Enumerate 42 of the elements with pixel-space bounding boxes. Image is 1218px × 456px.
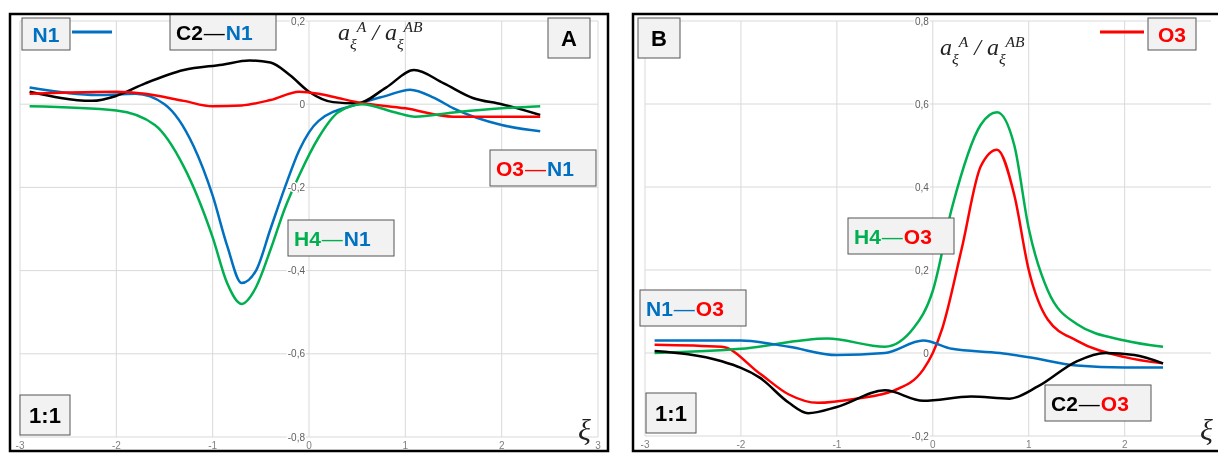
annotation: 1:1 (655, 401, 687, 426)
x-tick-label: 0 (306, 440, 313, 451)
y-tick-label: -0,8 (287, 431, 306, 443)
y-tick-label: 0,2 (291, 15, 306, 27)
y-tick-label: 0 (923, 347, 930, 359)
y-tick-label: -0,6 (287, 348, 306, 360)
y-tick-label: 0,8 (914, 15, 930, 27)
x-tick-label: -3 (640, 439, 650, 450)
y-tick-label: 0,6 (914, 98, 930, 110)
x-tick-label: -2 (111, 440, 122, 451)
series-label: H4—O3 (854, 225, 932, 248)
series-label: H4—N1 (294, 227, 372, 250)
legend-label: O3 (1157, 23, 1187, 46)
x-tick-label: 1 (1025, 439, 1032, 450)
line-series (28, 102, 542, 306)
y-tick-label: 0 (299, 98, 306, 110)
y-tick-label: -0,4 (287, 265, 306, 277)
series-label: C2—N1 (176, 21, 254, 44)
x-tick-label: -1 (832, 439, 842, 450)
annotation: B (651, 26, 667, 51)
line-series (28, 90, 542, 118)
x-tick-label: 0 (930, 439, 937, 450)
y-tick-label: 0,4 (914, 181, 930, 193)
x-tick-label: -3 (15, 440, 25, 451)
y-tick-label: -0,2 (911, 430, 930, 442)
series-label: C2—O3 (1051, 392, 1129, 415)
x-tick-label: 2 (1121, 439, 1128, 450)
x-axis-title: ξ (1200, 413, 1213, 446)
x-tick-label: 3 (595, 440, 602, 451)
legend-label: N1 (32, 23, 60, 46)
x-tick-label: -1 (208, 440, 218, 451)
series-label: O3—N1 (496, 157, 575, 180)
line-series (653, 339, 1165, 369)
annotation: 1:1 (29, 403, 61, 428)
x-tick-label: -2 (736, 439, 746, 450)
x-tick-label: 2 (498, 440, 505, 451)
series-label: N1—O3 (646, 297, 724, 320)
line-series (28, 59, 542, 117)
x-axis-title: ξ (578, 413, 591, 446)
y-tick-label: 0,2 (914, 264, 930, 276)
annotation: A (561, 26, 578, 51)
x-tick-label: 1 (402, 440, 409, 451)
